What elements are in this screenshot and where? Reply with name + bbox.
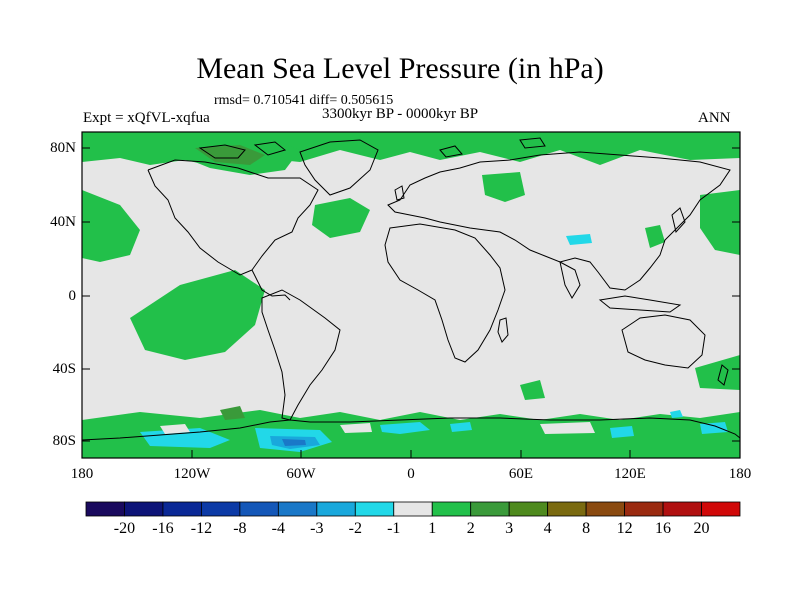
season-label: ANN <box>698 110 731 126</box>
colorbar-box <box>547 501 587 517</box>
colorbar-label: -16 <box>152 520 174 537</box>
colorbar-box <box>701 501 741 517</box>
stats-text: rmsd= 0.710541 diff= 0.505615 <box>214 93 394 108</box>
colorbar-label: -8 <box>233 520 247 537</box>
chart-title: Mean Sea Level Pressure (in hPa) <box>196 52 604 85</box>
colorbar-label: -1 <box>387 520 401 537</box>
axis-ticks <box>81 147 741 458</box>
colorbar-label: -12 <box>190 520 213 537</box>
colorbar-box <box>624 501 664 517</box>
colorbar-box <box>162 501 202 517</box>
coastlines <box>82 137 740 441</box>
colorbar-label: 2 <box>466 520 475 537</box>
lat-label-80n: 80N <box>50 140 76 156</box>
japan-coast <box>671 207 686 234</box>
indonesia-coast <box>598 295 682 313</box>
lon-label-60e: 60E <box>508 466 534 482</box>
colorbar-box <box>85 501 125 517</box>
lon-label-180e: 180 <box>728 466 752 482</box>
colorbar-box <box>354 501 395 517</box>
colorbar-box <box>201 501 241 517</box>
antarctica-coast <box>82 417 740 441</box>
colorbar-box <box>277 501 318 517</box>
colorbar <box>85 501 741 517</box>
lat-label-40n: 40N <box>50 214 76 230</box>
lat-label-80s: 80S <box>52 433 76 449</box>
lat-label-0: 0 <box>68 288 77 304</box>
south-america-coast <box>261 289 341 421</box>
madagascar-coast <box>497 317 509 343</box>
colorbar-label: -20 <box>113 520 136 537</box>
africa-coast <box>384 223 506 363</box>
colorbar-box <box>239 501 279 517</box>
colorbar-label: 8 <box>582 520 591 537</box>
colorbar-box <box>316 501 356 517</box>
lon-label-120w: 120W <box>173 466 211 482</box>
eurasia-coast <box>387 151 731 291</box>
lon-label-120e: 120E <box>614 466 646 482</box>
colorbar-label: 3 <box>505 520 514 537</box>
colorbar-label: 16 <box>655 520 672 537</box>
lat-label-40s: 40S <box>52 361 76 377</box>
colorbar-label: -4 <box>271 520 285 537</box>
colorbar-label: 20 <box>693 520 710 537</box>
colorbar-box <box>662 501 702 517</box>
lon-label-0: 0 <box>407 466 415 482</box>
greenland-coast <box>299 139 379 196</box>
uk-coast <box>394 185 405 201</box>
colorbar-label: 12 <box>616 520 633 537</box>
colorbar-box <box>431 501 472 517</box>
blank-ocean-patches <box>160 422 595 434</box>
negative-anomaly-regions <box>140 234 728 452</box>
colorbar-label: 1 <box>428 520 437 537</box>
lon-label-60w: 60W <box>286 466 316 482</box>
experiment-label: Expt = xQfVL-xqfua <box>83 110 210 126</box>
north-america-coast <box>147 159 319 301</box>
colorbar-box <box>585 501 625 517</box>
colorbar-label: -2 <box>348 520 362 537</box>
colorbar-label: -3 <box>310 520 324 537</box>
period-text: 3300kyr BP - 0000kyr BP <box>322 106 479 122</box>
colorbar-label: 4 <box>543 520 552 537</box>
colorbar-box <box>393 501 433 517</box>
colorbar-box <box>124 501 164 517</box>
australia-coast <box>621 314 706 369</box>
india-coast <box>559 261 581 300</box>
darker-positive-regions <box>195 145 265 420</box>
lon-label-180w: 180 <box>70 466 94 482</box>
colorbar-box <box>470 501 510 517</box>
arctic-islands-coast <box>198 137 546 159</box>
colorbar-box <box>508 501 549 517</box>
new-zealand-coast <box>717 364 729 386</box>
